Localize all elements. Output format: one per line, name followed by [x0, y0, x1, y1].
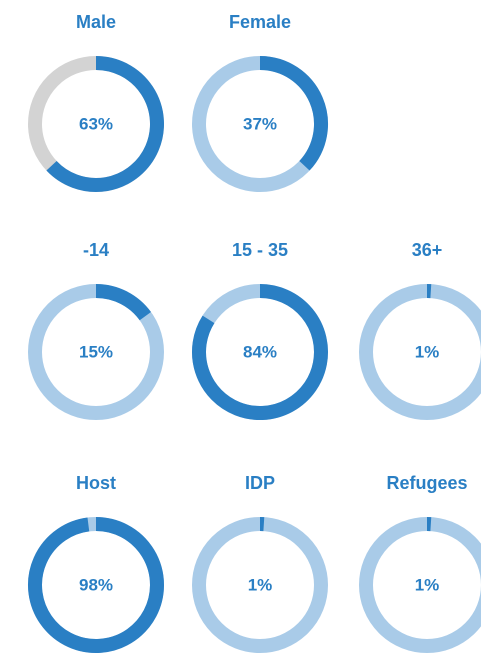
donut-value-label: 98% [79, 575, 113, 594]
donut-title: Refugees [386, 473, 467, 493]
donut-value-label: 1% [415, 342, 440, 361]
donut: 15 - 35 84% [192, 240, 328, 420]
donut-value-label: 63% [79, 114, 113, 133]
donut-title: Host [76, 473, 116, 493]
donut: IDP 1% [192, 473, 328, 653]
donut-value-label: 15% [79, 342, 113, 361]
donut-title: Male [76, 12, 116, 32]
donut: Refugees 1% [359, 473, 481, 653]
donut-value-label: 37% [243, 114, 277, 133]
donut: Female 37% [192, 12, 328, 192]
donut-title: 36+ [412, 240, 443, 260]
donut: Host 98% [28, 473, 164, 653]
donut-arc [259, 56, 328, 171]
donut-arc [95, 284, 152, 321]
donut-arc [192, 284, 328, 420]
donut-value-label: 84% [243, 342, 277, 361]
donut-title: Female [229, 12, 291, 32]
donut: -14 15% [28, 240, 164, 420]
donut-value-label: 1% [248, 575, 273, 594]
donut: Male 63% [28, 12, 164, 192]
donut-value-label: 1% [415, 575, 440, 594]
donut-arc [28, 517, 164, 653]
donut-arc [46, 56, 164, 192]
donut-title: 15 - 35 [232, 240, 288, 260]
donut: 36+ 1% [359, 240, 481, 420]
donut-title: IDP [245, 473, 275, 493]
donut-title: -14 [83, 240, 109, 260]
